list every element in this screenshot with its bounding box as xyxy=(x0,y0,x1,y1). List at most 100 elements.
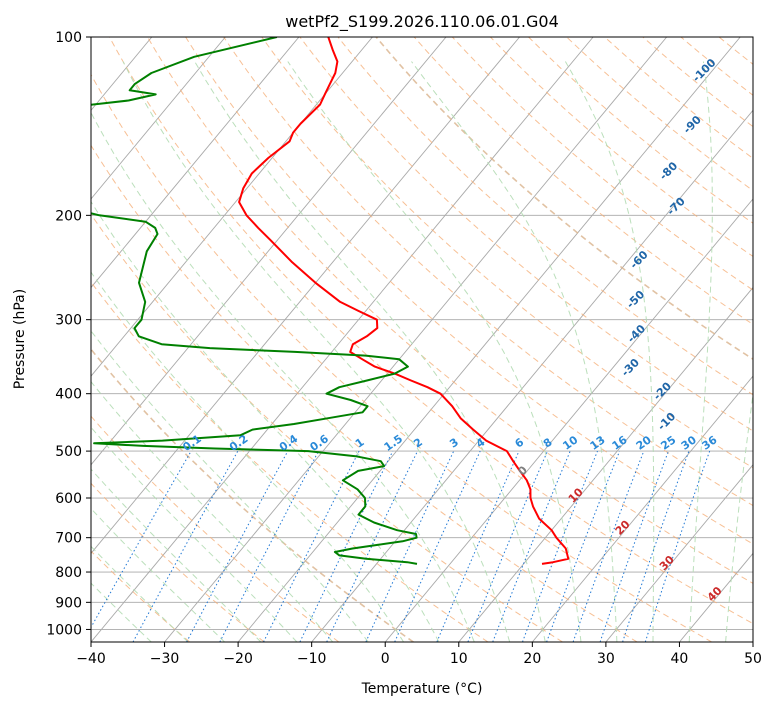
y-tick-label: 200 xyxy=(55,208,82,224)
isotherm-line xyxy=(91,37,447,466)
mixing-ratio-label: 4 xyxy=(474,435,488,450)
moist-adiabat-line xyxy=(91,545,189,642)
plot-area: 0.1 0.2 0.4 0.6 1 1.5 2 3 4 6 8 10 13 16 20 25 30 36-100-… xyxy=(91,37,753,642)
x-tick-label: −20 xyxy=(223,651,253,667)
mixing-ratio-line xyxy=(91,450,192,629)
moist-adiabat-line xyxy=(91,426,298,642)
dry-adiabat-line xyxy=(413,37,753,325)
moist-adiabat-label: -20 xyxy=(651,379,674,402)
moist-adiabat-line xyxy=(287,61,582,642)
mixing-ratio-line xyxy=(599,450,669,642)
dry-adiabat-line xyxy=(528,37,753,224)
mixing-ratio-line xyxy=(522,450,598,642)
isotherm-label: 40 xyxy=(705,584,725,604)
y-tick-label: 1000 xyxy=(46,622,82,638)
moist-adiabat-label: -90 xyxy=(681,113,704,136)
moist-adiabat-label: -10 xyxy=(655,410,678,433)
mixing-ratio-line xyxy=(644,450,711,642)
moist-adiabat-line xyxy=(688,61,713,642)
x-tick-label: −30 xyxy=(150,651,180,667)
y-tick-label: 400 xyxy=(55,387,82,403)
mixing-ratio-line xyxy=(492,450,571,642)
mixing-ratio-label: 1 xyxy=(353,436,367,451)
x-axis: −40 −30 −20 −10 0 10 20 30 40 50 xyxy=(76,642,762,667)
dry-adiabat-line xyxy=(91,281,489,642)
moist-adiabat-line xyxy=(194,61,546,642)
dry-adiabat-line xyxy=(91,347,414,642)
mixing-ratio-label: 8 xyxy=(541,436,555,451)
x-tick-label: −40 xyxy=(76,651,106,667)
moist-adiabat-label: -40 xyxy=(625,322,648,345)
dry-adiabat-line xyxy=(451,37,753,291)
y-axis: 1000 900 800 700 600 500 400 300 200 100 xyxy=(46,30,91,638)
dry-adiabat-line xyxy=(91,482,265,642)
dry-adiabat-line xyxy=(718,37,753,65)
mixing-ratio-line xyxy=(572,450,645,642)
x-tick-label: 10 xyxy=(450,651,468,667)
mixing-ratio-line xyxy=(132,450,239,642)
isotherm-line xyxy=(91,37,226,200)
moist-adiabat-label: -50 xyxy=(624,288,647,311)
mixing-ratio-label: 16 xyxy=(610,433,630,453)
dry-adiabat-line xyxy=(223,37,753,507)
dry-adiabat-line xyxy=(642,37,753,128)
mixing-ratio-label: 25 xyxy=(658,433,678,452)
isotherm-line xyxy=(605,464,753,642)
moist-adiabat-line xyxy=(91,271,405,642)
x-tick-label: 40 xyxy=(671,651,689,667)
dry-adiabat-line xyxy=(91,73,713,642)
isotherm-label: 10 xyxy=(566,485,586,505)
mixing-ratio-label: 2 xyxy=(411,436,425,451)
isotherm-line xyxy=(752,641,753,642)
moist-adiabat-label: -60 xyxy=(627,248,650,271)
moist-adiabat-line xyxy=(91,111,475,642)
isotherm-label: 20 xyxy=(613,517,633,537)
isotherm-label: 0 xyxy=(515,463,530,478)
dry-adiabat-line xyxy=(604,37,753,159)
temperature-profile-line xyxy=(238,37,570,565)
y-axis-label: Pressure (hPa) xyxy=(12,289,28,389)
moist-adiabat-line xyxy=(564,61,655,642)
mixing-ratio-label: 20 xyxy=(634,433,654,453)
dry-adiabat-line xyxy=(337,37,753,396)
y-tick-label: 800 xyxy=(55,565,82,581)
dry-adiabat-line xyxy=(299,37,753,432)
mixing-ratio-label: 10 xyxy=(560,433,580,453)
isotherm-line xyxy=(531,375,753,642)
moist-adiabat-line xyxy=(91,380,334,642)
x-tick-label: 20 xyxy=(523,651,541,667)
moist-adiabat-line xyxy=(91,507,225,642)
x-tick-label: −10 xyxy=(297,651,327,667)
dry-adiabat-line xyxy=(566,37,753,192)
chart-title: wetPf2_S199.2026.110.06.01.G04 xyxy=(285,12,559,32)
mixing-ratio-line xyxy=(436,450,520,642)
mixing-ratio-line xyxy=(622,450,690,642)
dry-adiabat-line xyxy=(91,415,340,642)
mixing-ratio-line xyxy=(394,450,481,642)
y-tick-label: 900 xyxy=(55,595,82,611)
isotherm-line xyxy=(91,37,300,289)
dry-adiabat-line xyxy=(91,213,563,642)
y-tick-label: 700 xyxy=(55,531,82,547)
moist-adiabat-label: -70 xyxy=(664,195,687,218)
isotherm-line xyxy=(458,286,753,642)
mixing-ratio-line xyxy=(365,450,455,642)
x-tick-label: 30 xyxy=(597,651,615,667)
dry-adiabat-line xyxy=(185,37,753,545)
isotherm-line xyxy=(164,37,668,642)
mixing-ratio-line xyxy=(467,450,548,642)
moist-adiabat-label: -30 xyxy=(619,356,642,379)
y-tick-label: 100 xyxy=(55,30,82,46)
mixing-ratio-label: 30 xyxy=(679,433,699,453)
isotherm-line xyxy=(91,37,594,642)
mixing-ratio-line xyxy=(219,450,319,642)
isotherm-line xyxy=(91,37,520,555)
mixing-ratio-label: 13 xyxy=(588,433,608,452)
mixing-ratio-line xyxy=(546,450,621,642)
isotherm-label: 30 xyxy=(657,553,677,573)
dewpoint-profile-line xyxy=(91,37,418,565)
dry-adiabat-line xyxy=(375,37,753,361)
x-tick-label: 50 xyxy=(744,651,762,667)
plot-frame xyxy=(90,36,754,643)
